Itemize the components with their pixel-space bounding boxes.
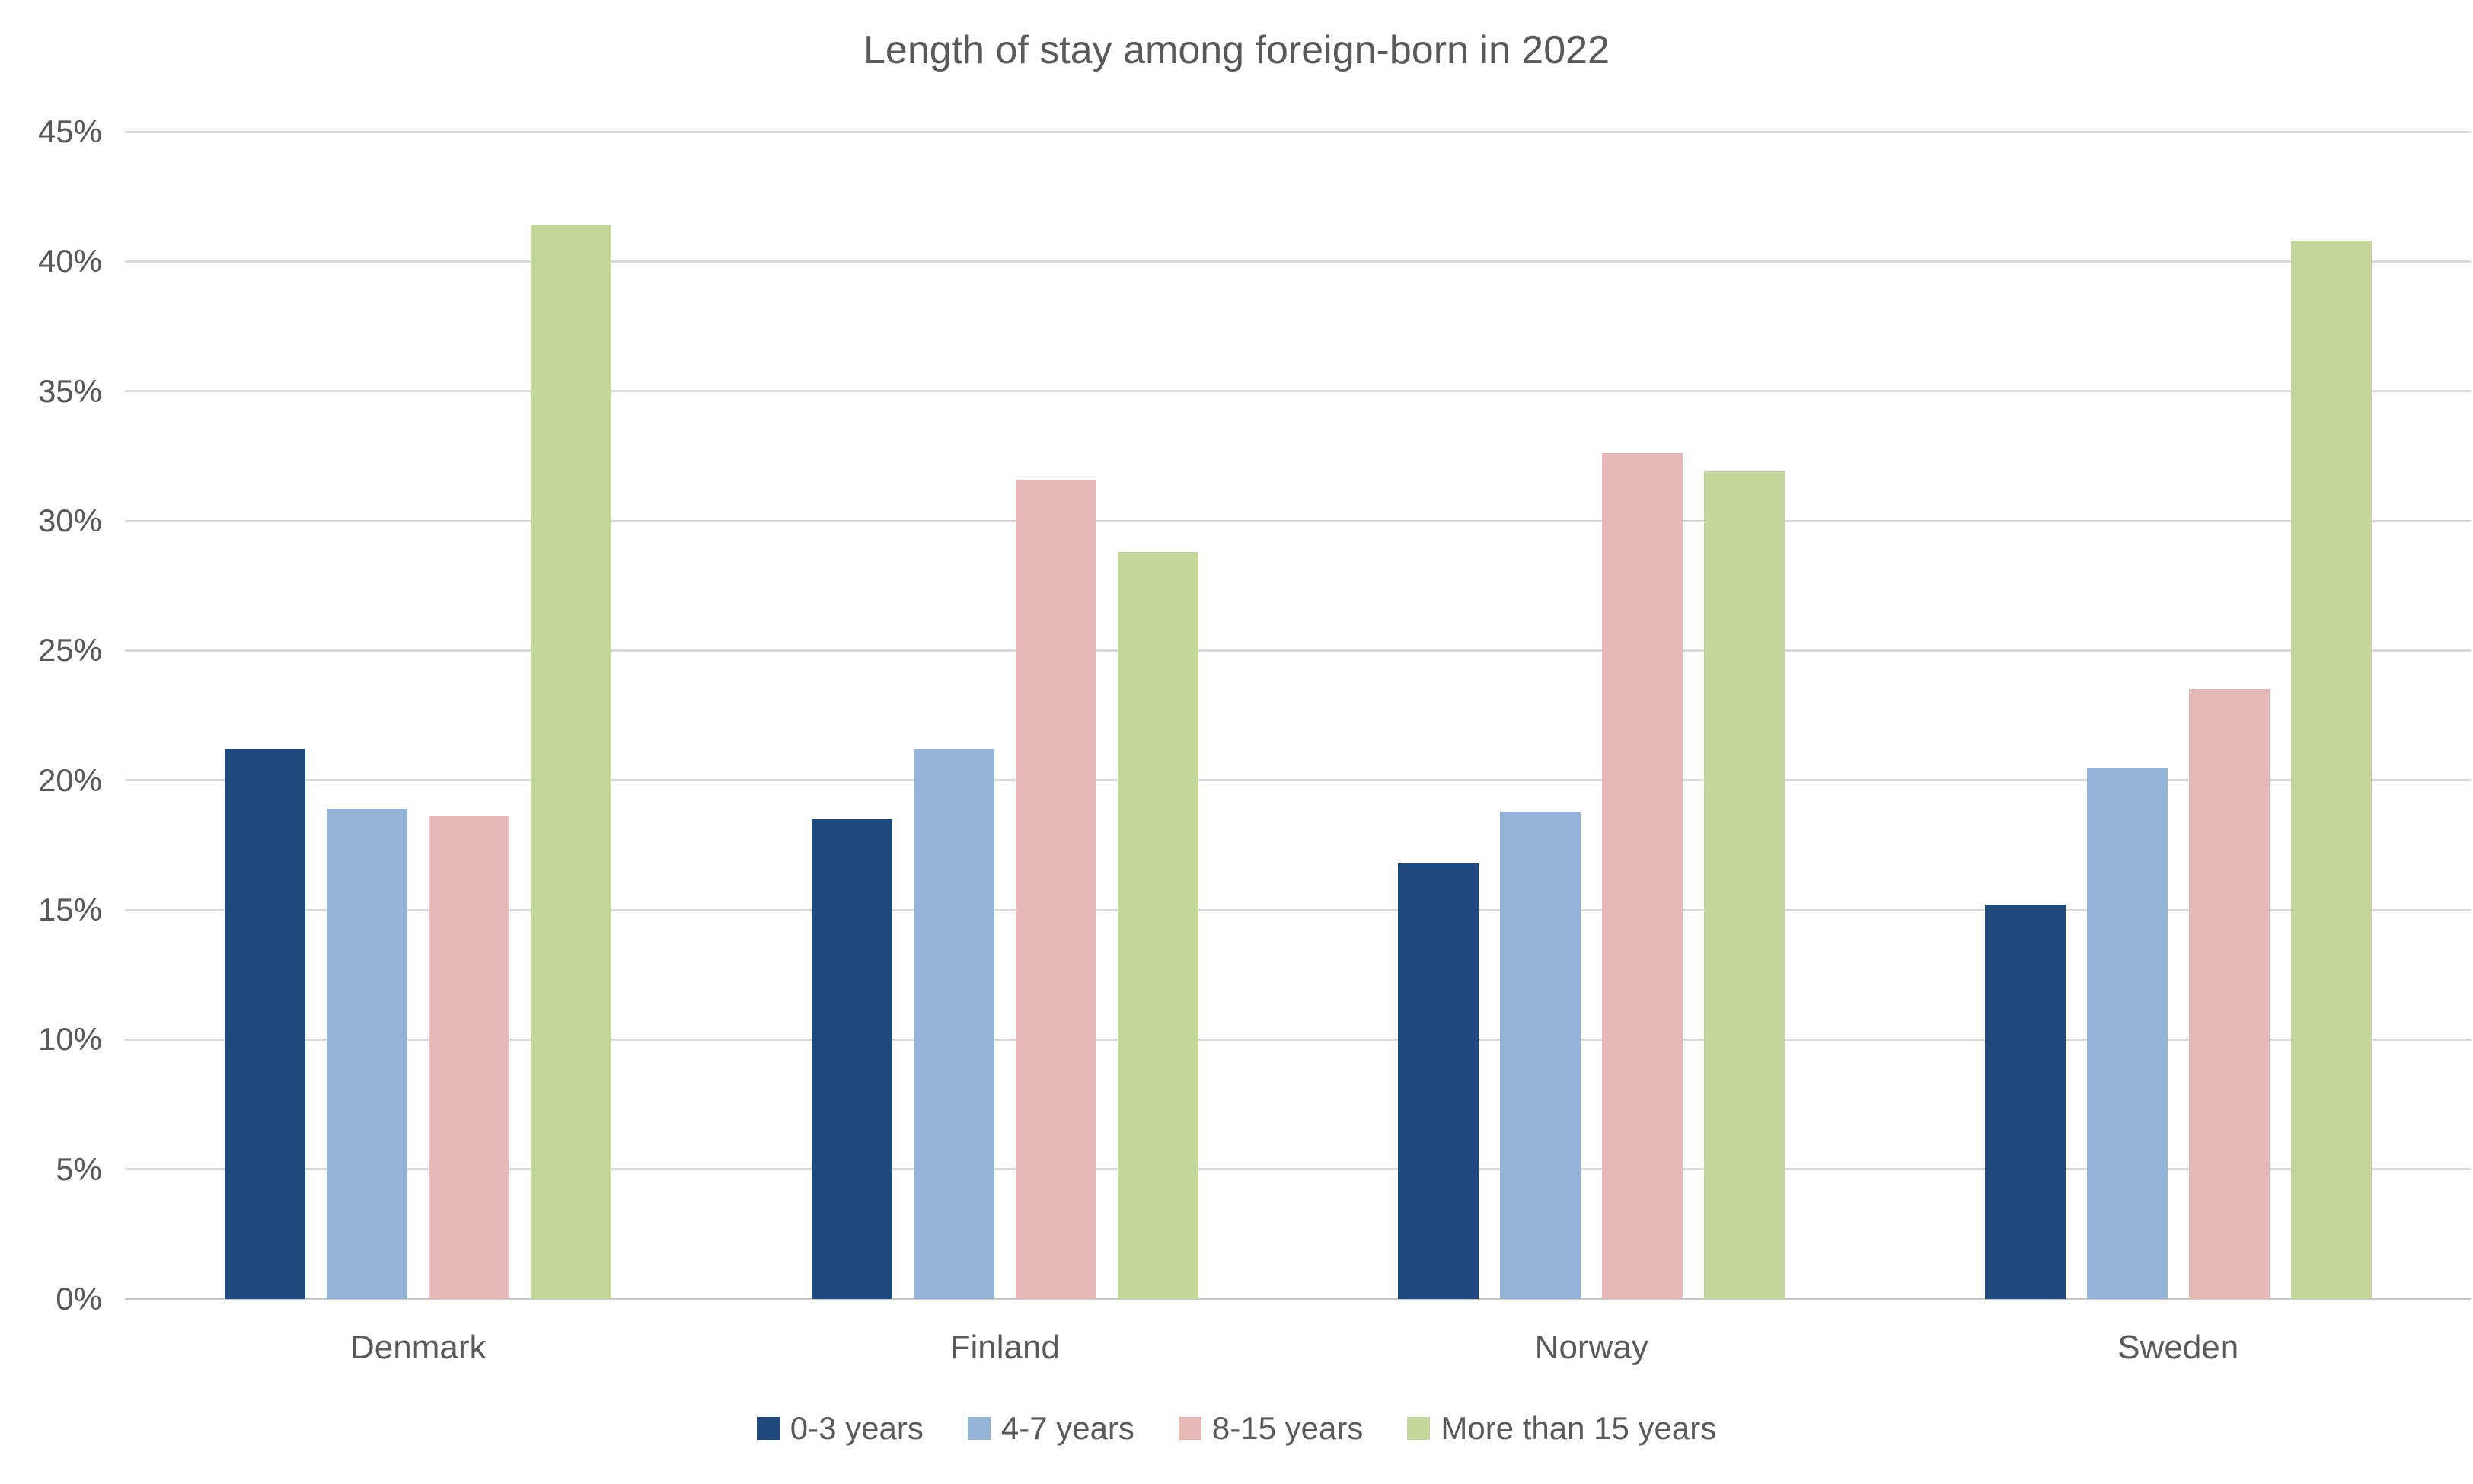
bar-norway-more-than-15-years bbox=[1704, 471, 1785, 1299]
bar-group-finland bbox=[712, 132, 1299, 1299]
legend-label-4-7-years: 4-7 years bbox=[1000, 1410, 1134, 1446]
legend-swatch-more-than-15-years bbox=[1407, 1417, 1431, 1440]
legend-label-8-15-years: 8-15 years bbox=[1211, 1410, 1364, 1446]
y-axis-tick-label-25: 25% bbox=[37, 632, 102, 669]
legend-label-more-than-15-years: More than 15 years bbox=[1441, 1410, 1717, 1446]
y-axis-tick-label-10: 10% bbox=[37, 1021, 102, 1058]
bar-sweden-0-3-years bbox=[1984, 905, 2066, 1299]
y-axis-tick-label-15: 15% bbox=[37, 892, 102, 927]
gridline-40 bbox=[125, 260, 2471, 263]
bar-sweden-more-than-15-years bbox=[2290, 241, 2372, 1299]
x-axis-label-sweden: Sweden bbox=[2117, 1329, 2239, 1366]
bar-denmark-8-15-years bbox=[429, 816, 510, 1299]
bar-finland-4-7-years bbox=[913, 748, 994, 1299]
legend-item-more-than-15-years: More than 15 years bbox=[1407, 1410, 1716, 1447]
y-axis-tick-label-5: 5% bbox=[56, 1150, 102, 1187]
gridline-20 bbox=[125, 779, 2471, 782]
legend-swatch-4-7-years bbox=[967, 1417, 991, 1440]
bar-finland-8-15-years bbox=[1015, 479, 1096, 1299]
bar-sweden-4-7-years bbox=[2086, 767, 2168, 1299]
y-axis-tick-label-45: 45% bbox=[37, 113, 102, 149]
y-axis-tick-label-40: 40% bbox=[37, 243, 102, 279]
gridline-10 bbox=[125, 1038, 2471, 1041]
gridline-45 bbox=[125, 130, 2471, 133]
bar-denmark-4-7-years bbox=[327, 809, 408, 1299]
legend-item-0-3-years: 0-3 years bbox=[756, 1410, 924, 1447]
bar-sweden-8-15-years bbox=[2188, 689, 2270, 1299]
bars-layer bbox=[125, 132, 2471, 1299]
y-axis-tick-label-35: 35% bbox=[37, 372, 102, 409]
legend-swatch-0-3-years bbox=[756, 1417, 780, 1440]
y-axis-tick-label-20: 20% bbox=[37, 761, 102, 798]
chart-title: Length of stay among foreign-born in 202… bbox=[863, 28, 1610, 72]
gridline-15 bbox=[125, 908, 2471, 911]
legend-swatch-8-15-years bbox=[1178, 1417, 1201, 1440]
bar-norway-4-7-years bbox=[1500, 811, 1581, 1299]
bar-denmark-0-3-years bbox=[225, 748, 306, 1299]
gridline-30 bbox=[125, 519, 2471, 522]
y-axis-tick-label-0: 0% bbox=[56, 1281, 102, 1316]
bar-norway-8-15-years bbox=[1602, 453, 1683, 1299]
bar-finland-0-3-years bbox=[811, 819, 892, 1299]
gridline-25 bbox=[125, 649, 2471, 652]
bar-group-denmark bbox=[125, 132, 712, 1299]
x-axis: Denmark Finland Norway Sweden bbox=[125, 1328, 2471, 1374]
bar-group-norway bbox=[1298, 132, 1885, 1299]
legend-item-4-7-years: 4-7 years bbox=[967, 1410, 1134, 1447]
y-axis: 0% 5% 10% 15% 20% 25% 30% 35% 40% 45% bbox=[0, 113, 102, 1316]
x-axis-label-norway: Norway bbox=[1534, 1329, 1648, 1366]
gridline-35 bbox=[125, 390, 2471, 393]
bar-denmark-more-than-15-years bbox=[531, 225, 612, 1299]
gridline-5 bbox=[125, 1168, 2471, 1171]
legend-label-0-3-years: 0-3 years bbox=[790, 1410, 924, 1446]
bar-finland-more-than-15-years bbox=[1117, 551, 1198, 1299]
legend-item-8-15-years: 8-15 years bbox=[1178, 1410, 1364, 1447]
x-axis-label-denmark: Denmark bbox=[350, 1329, 487, 1366]
x-axis-label-finland: Finland bbox=[949, 1329, 1060, 1366]
legend: 0-3 years 4-7 years 8-15 years More than 15… bbox=[0, 1410, 2473, 1447]
bar-group-sweden bbox=[1885, 132, 2472, 1299]
y-axis-tick-label-30: 30% bbox=[37, 503, 102, 538]
plot-area bbox=[125, 130, 2471, 1300]
bar-norway-0-3-years bbox=[1398, 863, 1479, 1299]
gridline-0 bbox=[125, 1297, 2471, 1300]
